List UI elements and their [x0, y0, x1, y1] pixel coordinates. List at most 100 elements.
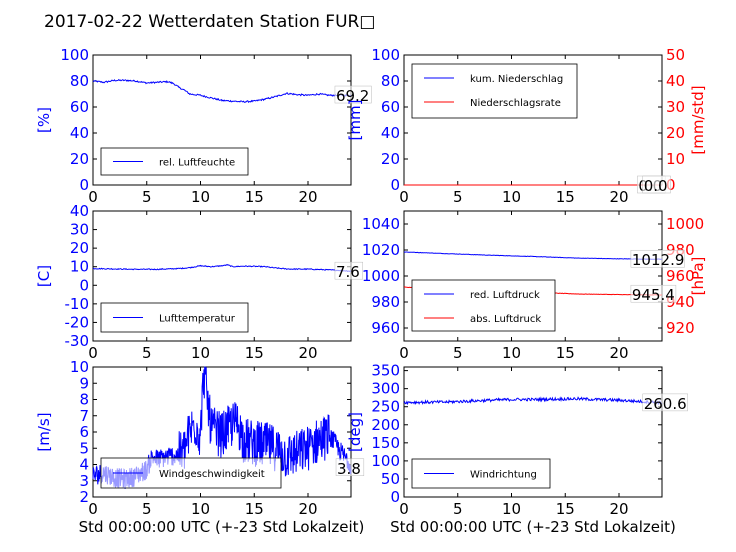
value-box [334, 85, 372, 104]
legend-frame [100, 457, 282, 489]
y2-tick-label: 50 [666, 46, 685, 64]
y2-tick-label: 40 [666, 72, 685, 90]
x-tick-label: 10 [191, 188, 210, 206]
y-axis-label: [C] [35, 265, 53, 287]
x-tick-label: 20 [298, 344, 317, 362]
x-tick-label: 20 [298, 188, 317, 206]
x-tick-label: 0 [399, 344, 409, 362]
legend-temperature: Lufttemperatur [100, 302, 249, 333]
y-tick-label: 1000 [362, 267, 400, 285]
x-tick-label: 20 [609, 500, 628, 518]
legend-frame [100, 147, 249, 176]
y-tick-label: 1040 [362, 215, 400, 233]
x-tick-label: 15 [245, 188, 264, 206]
value-label: 7.6 [336, 263, 360, 281]
y-tick-label: 40 [381, 124, 400, 142]
y-tick-label: 50 [381, 470, 400, 488]
panel-humidity: 0 5 10 15 20 0 20 40 60 80 100 [%] rel. Luftfeuchte 6… [35, 46, 372, 206]
x-tick-label: 0 [88, 500, 98, 518]
x-tick-label: 5 [142, 188, 152, 206]
legend-frame [411, 279, 556, 332]
panel-precip: 0510152002040608010001020304050[mm/std][… [346, 46, 707, 206]
y2-axis-label: [mm/std] [689, 85, 707, 154]
series-line-winddir-0 [403, 396, 663, 406]
y-tick-label: 6 [79, 423, 89, 441]
value-label: 69.2 [336, 87, 369, 105]
y-tick-label: -30 [65, 332, 90, 350]
x-tick-label: 5 [453, 500, 463, 518]
x-tick-label: 15 [245, 500, 264, 518]
panel-windspeed: 0 5 10 15 202345678910[m/s]Windgeschwindigke… [35, 358, 365, 518]
x-axis-label-left: Std 00:00:00 UTC (+-23 Std Lokalzeit) [79, 518, 365, 536]
x-tick-label: 5 [142, 344, 152, 362]
y-tick-label: 7 [79, 407, 89, 425]
legend-label: Windrichtung [470, 470, 537, 481]
y-tick-label: 4 [79, 456, 89, 474]
legend-label: Lufttemperatur [159, 314, 236, 325]
value-box [630, 284, 677, 303]
value-label: 260.6 [644, 395, 687, 413]
value-box [630, 249, 685, 268]
value-label: 1012.9 [632, 251, 685, 269]
y-axis-label: [%] [35, 107, 53, 133]
y-tick-label: 40 [70, 202, 89, 220]
y-axis-label: [mm] [346, 100, 364, 141]
x-tick-label: 10 [502, 344, 521, 362]
y2-tick-label: 1000 [666, 215, 704, 233]
legend-label: kum. Niederschlag [470, 74, 563, 85]
y-tick-label: 960 [371, 319, 400, 337]
x-tick-label: 10 [502, 500, 521, 518]
x-tick-label: 0 [88, 344, 98, 362]
x-tick-label: 0 [399, 188, 409, 206]
y-tick-label: 250 [371, 398, 400, 416]
y-tick-label: 60 [381, 98, 400, 116]
value-box [334, 261, 364, 280]
x-axis-label-right: Std 00:00:00 UTC (+-23 Std Lokalzeit) [390, 518, 676, 536]
legend-label: red. Luftdruck [470, 290, 540, 301]
value-box [642, 175, 671, 194]
y-tick-label: 0 [390, 488, 400, 506]
x-tick-label: 20 [609, 188, 628, 206]
y-tick-label: 80 [70, 72, 89, 90]
y-tick-label: 5 [79, 439, 89, 457]
legend-winddir: Windrichtung [411, 458, 551, 489]
value-label: 3.8 [337, 460, 361, 478]
y-tick-label: -10 [65, 295, 90, 313]
y-tick-label: 0 [390, 176, 400, 194]
y-tick-label: 10 [70, 358, 89, 376]
y2-axis-label: [hPa] [689, 257, 707, 296]
x-tick-label: 5 [142, 500, 152, 518]
x-tick-label: 10 [191, 344, 210, 362]
legend-label: Windgeschwindigkeit [159, 469, 265, 480]
x-tick-label: 0 [399, 500, 409, 518]
y-tick-label: 20 [70, 150, 89, 168]
y-tick-label: 150 [371, 434, 400, 452]
series-line-humidity-0 [92, 78, 352, 103]
y-tick-label: 300 [371, 380, 400, 398]
x-tick-label: 15 [556, 344, 575, 362]
y-tick-label: 0 [79, 276, 89, 294]
y-tick-label: 100 [371, 46, 400, 64]
x-tick-label: 0 [88, 188, 98, 206]
y2-tick-label: 30 [666, 98, 685, 116]
y2-tick-label: 920 [666, 319, 695, 337]
value-label: 945.4 [632, 286, 675, 304]
panel-temperature: 0 5 10 15 20-30-20-10010203040[C]Lufttempera… [35, 202, 364, 362]
legend-pressure: red. Luftdruck abs. Luftdruck [411, 279, 556, 332]
x-tick-label: 5 [453, 344, 463, 362]
series-line-pressure-0 [403, 251, 663, 260]
x-tick-label: 20 [298, 500, 317, 518]
y-tick-label: 40 [70, 124, 89, 142]
y-tick-label: 1020 [362, 241, 400, 259]
y2-tick-label: 20 [666, 124, 685, 142]
series-line-temperature-0 [92, 263, 352, 272]
value-box [335, 458, 365, 476]
legend-label: Niederschlagsrate [470, 98, 561, 109]
y-tick-label: 20 [70, 239, 89, 257]
y-tick-label: 60 [70, 98, 89, 116]
x-tick-label: 10 [191, 500, 210, 518]
y-tick-label: 100 [60, 46, 89, 64]
y2-tick-label: 10 [666, 150, 685, 168]
